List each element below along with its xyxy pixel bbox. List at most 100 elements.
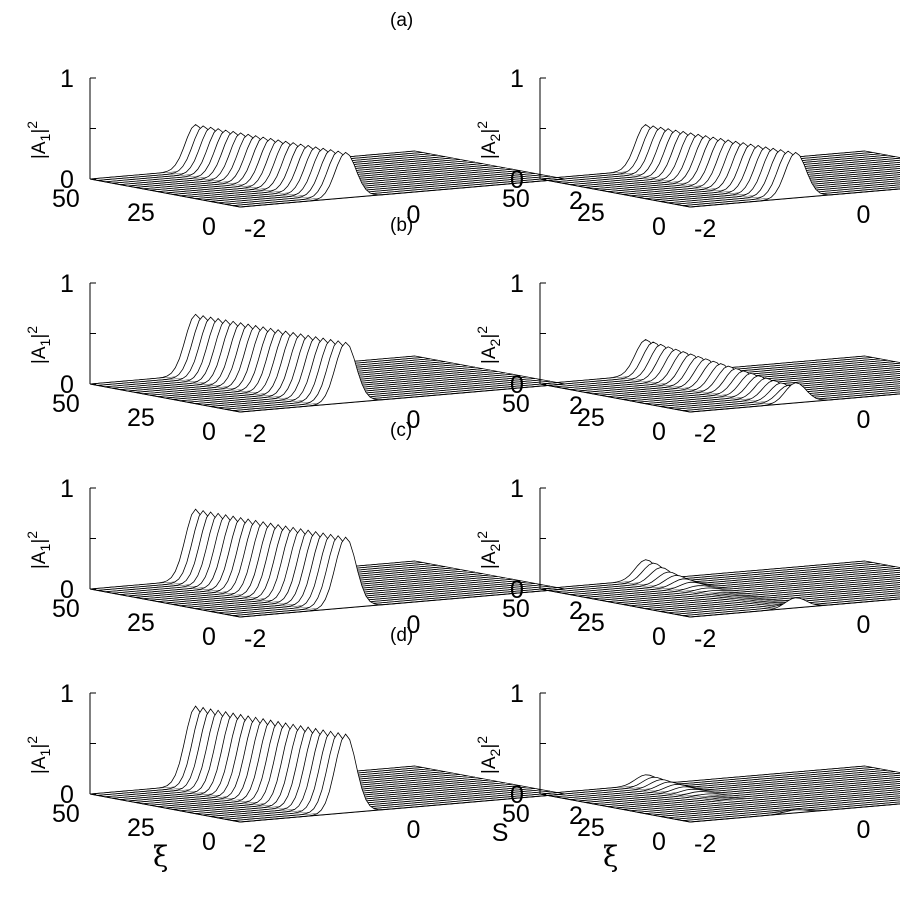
surface-panel-5: 01|A1|250 25 0 -2 0 2(c) xyxy=(24,420,583,653)
xi-axis xyxy=(89,178,241,208)
s-axis-label: S xyxy=(492,819,509,847)
z-tick-label: 1 xyxy=(510,270,524,298)
s-tick-label: 2 xyxy=(569,187,583,215)
s-axis xyxy=(689,188,900,208)
xi-tick-label: 50 xyxy=(52,595,80,623)
surface-panel-4: 0 1|A2|2 50 25 0 -2 0 2 xyxy=(474,270,900,448)
s-tick-label: -2 xyxy=(244,215,266,243)
xi-tick-label: 50 xyxy=(502,595,530,623)
pulse-trace xyxy=(547,767,873,796)
pulse-trace xyxy=(682,801,900,821)
pulse-trace xyxy=(562,564,888,594)
xi-tick-label: 25 xyxy=(577,404,605,432)
s-tick-label: -2 xyxy=(694,625,716,653)
xi-tick-label: 50 xyxy=(52,800,80,828)
pulse-trace xyxy=(584,774,900,803)
pulse-trace xyxy=(217,532,543,614)
s-tick-label: 0 xyxy=(407,201,421,229)
xi-axis xyxy=(89,793,241,823)
xi-axis-label: ξ xyxy=(153,840,168,873)
pulse-trace xyxy=(682,596,900,616)
xi-axis xyxy=(89,588,241,618)
s-tick-label: -2 xyxy=(244,420,266,448)
xi-tick-label: 50 xyxy=(502,185,530,213)
pulse-trace xyxy=(577,567,900,597)
s-tick-label: 2 xyxy=(569,392,583,420)
pulse-trace xyxy=(667,592,900,614)
s-tick-label: 2 xyxy=(569,597,583,625)
s-tick-label: -2 xyxy=(694,830,716,858)
pulse-trace xyxy=(629,582,900,607)
xi-axis xyxy=(539,178,691,208)
pulse-trace xyxy=(644,791,900,814)
surface-panel-2: 0 1|A2|2 50 25 0 -2 0 2 xyxy=(474,65,900,243)
pulse-traces xyxy=(539,559,900,618)
z-tick-label: 0 xyxy=(510,781,524,809)
pulse-trace xyxy=(217,147,543,204)
s-tick-label: -2 xyxy=(244,830,266,858)
pulse-trace xyxy=(562,769,888,799)
z-tick-label: 1 xyxy=(510,475,524,503)
pulse-trace xyxy=(607,575,900,602)
pulse-traces xyxy=(539,123,900,208)
z-tick-label: 0 xyxy=(60,371,74,399)
xi-tick-label: 0 xyxy=(652,213,666,241)
z-tick-label: 1 xyxy=(60,65,74,93)
xi-axis xyxy=(539,793,691,823)
grid-line-s xyxy=(864,355,900,363)
grid-line-s xyxy=(864,560,900,568)
pulse-trace xyxy=(209,530,536,612)
z-tick-label: 0 xyxy=(60,576,74,604)
s-tick-label: 0 xyxy=(857,816,871,844)
panel-label: (a) xyxy=(390,10,413,31)
xi-tick-label: 50 xyxy=(502,390,530,418)
pulse-trace xyxy=(622,580,900,605)
pulse-trace xyxy=(569,566,896,595)
z-tick-label: 0 xyxy=(60,781,74,809)
s-tick-label: 0 xyxy=(857,611,871,639)
z-tick-label: 1 xyxy=(60,680,74,708)
z-axis-label: |A2|2 xyxy=(474,326,503,364)
xi-tick-label: 0 xyxy=(652,418,666,446)
z-tick-label: 1 xyxy=(510,65,524,93)
z-tick-label: 0 xyxy=(510,576,524,604)
z-tick-label: 1 xyxy=(510,680,524,708)
pulse-trace xyxy=(209,146,536,202)
xi-tick-label: 25 xyxy=(127,404,155,432)
z-axis-label: |A2|2 xyxy=(474,531,503,569)
pulse-trace xyxy=(644,586,900,609)
xi-tick-label: 0 xyxy=(652,828,666,856)
pulse-trace xyxy=(202,144,528,201)
surface-panel-6: 0 1|A2|2 50 25 0 -2 0 2 xyxy=(474,475,900,653)
z-axis-label: |A2|2 xyxy=(474,736,503,774)
pulse-trace xyxy=(599,573,900,601)
pulse-trace xyxy=(614,783,900,809)
xi-tick-label: 50 xyxy=(52,185,80,213)
pulse-traces xyxy=(89,123,566,208)
pulse-trace xyxy=(232,731,558,821)
xi-tick-label: 0 xyxy=(652,623,666,651)
pulse-trace xyxy=(607,780,900,807)
xi-tick-label: 0 xyxy=(202,828,216,856)
z-axis-label: |A1|2 xyxy=(24,736,53,774)
pulse-trace xyxy=(629,787,900,812)
pulse-trace xyxy=(209,336,536,407)
pulse-trace xyxy=(224,533,551,615)
pulse-trace xyxy=(217,729,543,819)
pulse-trace xyxy=(592,571,900,600)
s-tick-label: 2 xyxy=(569,802,583,830)
s-axis xyxy=(239,588,566,618)
pulse-trace xyxy=(652,588,900,611)
xi-axis xyxy=(89,383,241,413)
xi-tick-label: 25 xyxy=(127,199,155,227)
xi-tick-label: 0 xyxy=(202,623,216,651)
s-axis xyxy=(239,793,566,823)
xi-axis xyxy=(539,588,691,618)
pulse-trace xyxy=(224,338,551,410)
s-tick-label: 0 xyxy=(407,816,421,844)
xi-axis-label: ξ xyxy=(603,840,618,873)
xi-tick-label: 25 xyxy=(577,609,605,637)
pulse-trace xyxy=(224,149,551,205)
grid-line-s xyxy=(864,150,900,158)
